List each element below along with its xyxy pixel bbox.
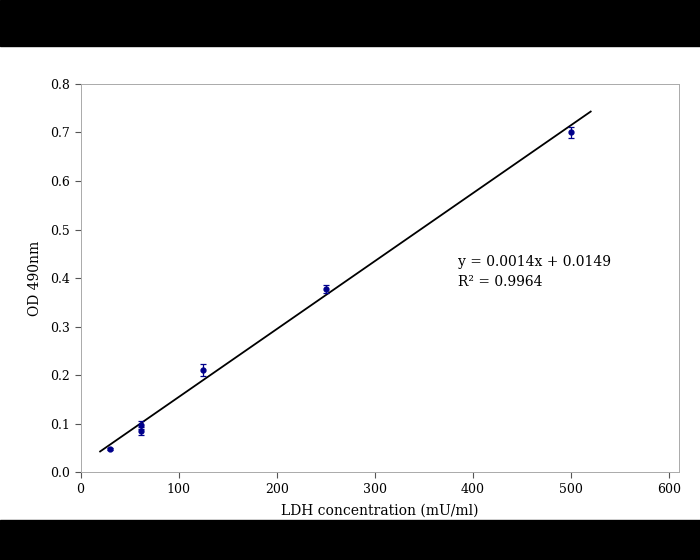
Y-axis label: OD 490nm: OD 490nm	[28, 240, 42, 316]
Text: y = 0.0014x + 0.0149
R² = 0.9964: y = 0.0014x + 0.0149 R² = 0.9964	[458, 255, 610, 290]
X-axis label: LDH concentration (mU/ml): LDH concentration (mU/ml)	[281, 504, 479, 518]
